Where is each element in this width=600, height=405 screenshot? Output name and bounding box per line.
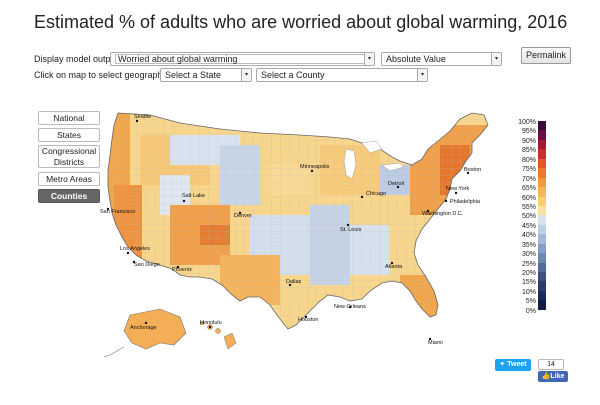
legend-swatch [538, 300, 546, 310]
thumbs-up-icon: 👍 [541, 373, 551, 380]
city-label: Phoenix [172, 267, 192, 273]
legend-swatch [538, 121, 546, 131]
legend-swatch [538, 177, 546, 188]
output-select[interactable]: Worried about global warming ▾ [110, 52, 375, 66]
city-label: Miami [428, 340, 443, 346]
legend-tick-label: 95% [521, 128, 536, 136]
legend-swatch [538, 139, 546, 150]
geo-button-congressional-districts[interactable]: Congressional Districts [38, 145, 100, 168]
alaska-shape[interactable] [123, 308, 187, 350]
geo-button-national[interactable]: National [38, 111, 100, 125]
chevron-down-icon: ▾ [491, 53, 501, 65]
legend-tick-label: 70% [521, 175, 536, 183]
legend-swatch [538, 205, 546, 216]
color-legend [538, 121, 546, 310]
legend-swatch [538, 281, 546, 291]
legend-swatch [538, 224, 546, 235]
like-count: 14 [538, 359, 564, 370]
legend-swatch [538, 187, 546, 197]
permalink-button[interactable]: Permalink [521, 47, 571, 64]
chevron-down-icon: ▾ [364, 53, 374, 65]
legend-labels: 100% 95% 90% 85% 80% 75% 70% 65% 60% 55% 50% 45% 40%… [510, 118, 536, 316]
legend-tick-label: 65% [521, 185, 536, 193]
geo-button-counties[interactable]: Counties [38, 189, 100, 203]
legend-tick-label: 100% [518, 119, 536, 126]
city-label: Seattle [134, 114, 151, 120]
city-label: Boston [464, 167, 481, 173]
county-select[interactable]: Select a County ▾ [256, 68, 428, 82]
legend-swatch [538, 158, 546, 169]
city-label: Dallas [286, 279, 302, 285]
city-label: Detroit [388, 181, 405, 187]
city-label: Salt Lake [182, 193, 205, 199]
chevron-down-icon: ▾ [417, 69, 427, 81]
city-label: Houston [298, 317, 319, 323]
legend-tick-label: 60% [521, 194, 536, 202]
city-label: San Diego [134, 262, 160, 268]
legend-tick-label: 20% [521, 270, 536, 277]
legend-swatch [538, 290, 546, 301]
display-output-label: Display model output: [34, 54, 121, 64]
city-label: Philadelphia [450, 199, 481, 205]
legend-tick-label: 75% [521, 166, 536, 174]
city-label: San Francisco [100, 209, 135, 215]
city-label: Chicago [366, 191, 386, 197]
measure-select[interactable]: Absolute Value ▾ [381, 52, 502, 66]
city-label: Los Angeles [120, 246, 150, 252]
like-label: Like [550, 373, 565, 380]
legend-tick-label: 50% [521, 213, 536, 221]
legend-tick-label: 30% [521, 251, 536, 259]
legend-swatch [538, 262, 546, 272]
state-select-value: Select a State [165, 70, 222, 80]
city-label: Atlanta [385, 264, 403, 270]
city-label: St. Louis [340, 227, 362, 233]
facebook-like-button[interactable]: 👍Like [538, 371, 568, 382]
state-select[interactable]: Select a State ▾ [160, 68, 252, 82]
legend-tick-label: 0% [525, 307, 536, 315]
legend-tick-label: 25% [521, 260, 536, 268]
city-label: Honolulu [200, 320, 222, 326]
city-label: Washington D.C. [422, 211, 464, 217]
click-map-label: Click on map to select geography, or: [34, 70, 182, 80]
legend-swatch [538, 272, 546, 282]
legend-tick-label: 90% [521, 137, 536, 145]
legend-swatch [538, 215, 546, 225]
legend-tick-label: 40% [521, 232, 536, 240]
city-label: Denver [234, 213, 252, 219]
legend-tick-label: 85% [521, 147, 536, 155]
chevron-down-icon: ▾ [241, 69, 251, 81]
output-select-value: Worried about global warming [115, 54, 367, 64]
legend-tick-label: 10% [521, 288, 536, 296]
legend-swatch [538, 168, 546, 178]
tweet-button[interactable]: ✦ Tweet [495, 359, 531, 371]
legend-swatch [538, 149, 546, 159]
hawaii-shape[interactable] [199, 320, 237, 350]
measure-select-value: Absolute Value [386, 54, 446, 64]
city-label: Anchorage [130, 325, 157, 331]
legend-swatch [538, 234, 546, 244]
us-county-map[interactable]: Seattle Minneapolis Boston Detroit New Y… [100, 105, 510, 365]
city-label: New York [446, 186, 469, 192]
legend-tick-label: 35% [521, 241, 536, 249]
legend-tick-label: 80% [521, 156, 536, 164]
city-label: New Orleans [334, 304, 366, 310]
tweet-label: Tweet [507, 361, 527, 368]
legend-tick-label: 5% [525, 298, 536, 306]
legend-swatch [538, 253, 546, 263]
geo-button-metro-areas[interactable]: Metro Areas [38, 172, 100, 186]
page-title: Estimated % of adults who are worried ab… [34, 12, 568, 32]
legend-tick-label: 55% [521, 203, 536, 211]
legend-swatch [538, 196, 546, 206]
city-label: Minneapolis [300, 164, 330, 170]
legend-tick-label: 45% [521, 222, 536, 230]
legend-swatch [538, 130, 546, 140]
legend-tick-label: 15% [521, 279, 536, 287]
legend-swatch [538, 243, 546, 254]
geo-button-states[interactable]: States [38, 128, 100, 142]
twitter-bird-icon: ✦ [499, 361, 506, 368]
county-select-value: Select a County [261, 70, 325, 80]
